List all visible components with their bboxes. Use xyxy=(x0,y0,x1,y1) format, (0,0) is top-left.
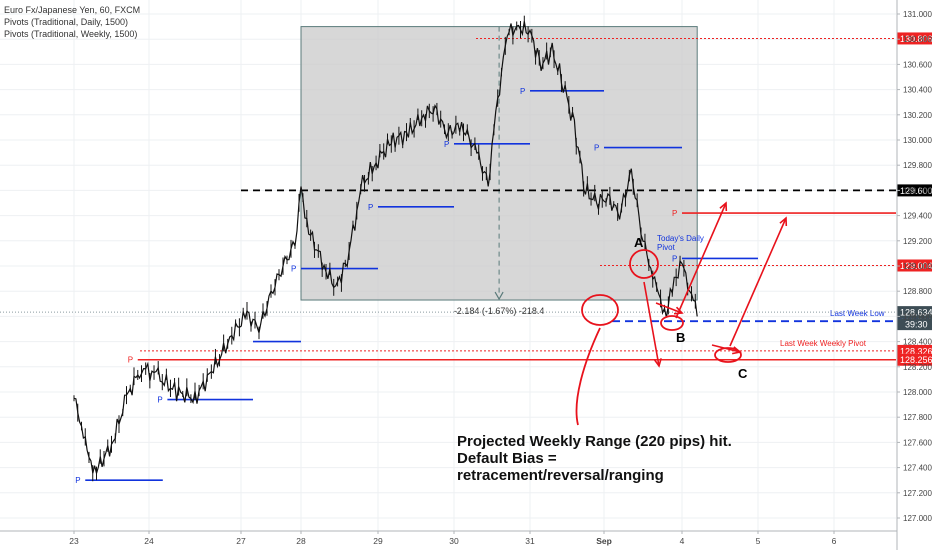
y-tick-label-6: 128.200 xyxy=(903,363,932,372)
y-tick-label-8: 128.600 xyxy=(903,312,932,321)
legend-daily-pivots: Pivots (Traditional, Daily, 1500) xyxy=(4,17,129,27)
pivot-marker-3: P xyxy=(291,265,296,274)
pivot-marker-6: P xyxy=(520,87,525,96)
level-label-bg-0 xyxy=(897,184,932,197)
x-tick-label-5: 30 xyxy=(449,536,459,546)
x-tick-label-9: 5 xyxy=(756,536,761,546)
arrow-a-down xyxy=(643,281,660,367)
annotation-line-2: Default Bias = xyxy=(457,450,557,467)
y-tick-label-2: 127.400 xyxy=(903,464,932,473)
arrow-to-c-head xyxy=(732,346,742,355)
y-tick-label-14: 129.800 xyxy=(903,161,932,170)
arrow-b-up-head xyxy=(719,201,728,212)
pivot-marker-8: P xyxy=(672,254,677,263)
level-label-0: 129.600 xyxy=(900,186,932,196)
level-label-5: 128.256 xyxy=(900,355,932,365)
pointer-curve xyxy=(575,327,601,426)
y-tick-label-20: 131.000 xyxy=(903,10,932,19)
label-a: A xyxy=(634,235,644,250)
circle-projection xyxy=(581,294,619,326)
y-tick-label-13: 129.600 xyxy=(903,186,932,195)
y-tick-label-15: 130.000 xyxy=(903,136,932,145)
x-tick-label-3: 28 xyxy=(296,536,306,546)
pivot-marker-5: P xyxy=(444,140,449,149)
level-label-4: 128.326 xyxy=(900,346,932,356)
arrow-to-c xyxy=(711,344,741,353)
y-tick-label-5: 128.000 xyxy=(903,388,932,397)
circle-a xyxy=(629,249,659,279)
y-tick-label-16: 130.200 xyxy=(903,111,932,120)
pivot-marker-1: P xyxy=(157,396,162,405)
price-line xyxy=(73,21,698,476)
y-tick-label-18: 130.600 xyxy=(903,60,932,69)
x-tick-label-2: 27 xyxy=(236,536,246,546)
current-price-label-bg xyxy=(897,306,932,319)
arrow-to-b xyxy=(655,302,683,314)
today-pivot-caption-2: Pivot xyxy=(657,243,676,252)
level-label-bg-1 xyxy=(897,32,932,45)
pivot-marker-10: P xyxy=(128,356,133,365)
y-tick-label-9: 128.800 xyxy=(903,287,932,296)
countdown-label-bg xyxy=(897,318,932,331)
label-c: C xyxy=(738,366,748,381)
x-tick-label-1: 24 xyxy=(144,536,154,546)
x-tick-label-10: 6 xyxy=(832,536,837,546)
range-box-arrow xyxy=(494,291,504,301)
y-tick-label-17: 130.400 xyxy=(903,86,932,95)
arrow-b-up xyxy=(675,202,727,319)
level-label-1: 130.806 xyxy=(900,34,932,44)
x-tick-label-6: 31 xyxy=(525,536,535,546)
pivot-marker-0: P xyxy=(75,476,80,485)
level-label-bg-5 xyxy=(897,353,932,366)
arrow-c-up-head xyxy=(779,216,788,227)
x-tick-label-4: 29 xyxy=(373,536,383,546)
circle-c xyxy=(714,347,742,363)
pivot-marker-7: P xyxy=(594,144,599,153)
x-tick-label-0: 23 xyxy=(69,536,79,546)
arrow-to-b-head xyxy=(673,306,684,315)
y-tick-label-3: 127.600 xyxy=(903,438,932,447)
y-tick-label-11: 129.200 xyxy=(903,237,932,246)
y-tick-label-4: 127.800 xyxy=(903,413,932,422)
x-tick-label-8: 4 xyxy=(680,536,685,546)
arrow-c-up xyxy=(729,217,787,347)
chart-legend: Euro Fx/Japanese Yen, 60, FXCM Pivots (T… xyxy=(4,4,140,40)
annotation-line-3: retracement/reversal/ranging xyxy=(457,467,664,484)
y-tick-label-0: 127.000 xyxy=(903,514,932,523)
level-label-bg-2 xyxy=(897,259,932,272)
current-price-label: 128.634 xyxy=(900,308,932,318)
level-caption-3: Last Week Low xyxy=(830,309,885,318)
y-tick-label-7: 128.400 xyxy=(903,338,932,347)
annotation-line-1: Projected Weekly Range (220 pips) hit. xyxy=(457,433,732,450)
projection-annotation: Projected Weekly Range (220 pips) hit. D… xyxy=(457,433,732,484)
y-tick-label-10: 129.000 xyxy=(903,262,932,271)
legend-symbol: Euro Fx/Japanese Yen, 60, FXCM xyxy=(4,5,141,15)
label-b: B xyxy=(676,330,685,345)
arrow-a-down-head xyxy=(653,358,662,368)
pivot-marker-9: P xyxy=(672,209,677,218)
legend-weekly-pivots: Pivots (Traditional, Weekly, 1500) xyxy=(4,29,138,39)
x-tick-label-7: Sep xyxy=(596,536,612,546)
y-tick-label-1: 127.200 xyxy=(903,489,932,498)
y-tick-label-19: 130.800 xyxy=(903,35,932,44)
pivot-marker-4: P xyxy=(368,203,373,212)
level-caption-4: Last Week Weekly Pivot xyxy=(780,339,867,348)
countdown-label: 39:30 xyxy=(905,320,928,330)
circle-b xyxy=(660,315,684,331)
level-label-2: 129.004 xyxy=(900,261,932,271)
range-box-caption: -2.184 (-1.67%) -218.4 xyxy=(454,306,545,316)
y-tick-label-12: 129.400 xyxy=(903,212,932,221)
today-pivot-caption-1: Today's Daily xyxy=(657,234,704,243)
